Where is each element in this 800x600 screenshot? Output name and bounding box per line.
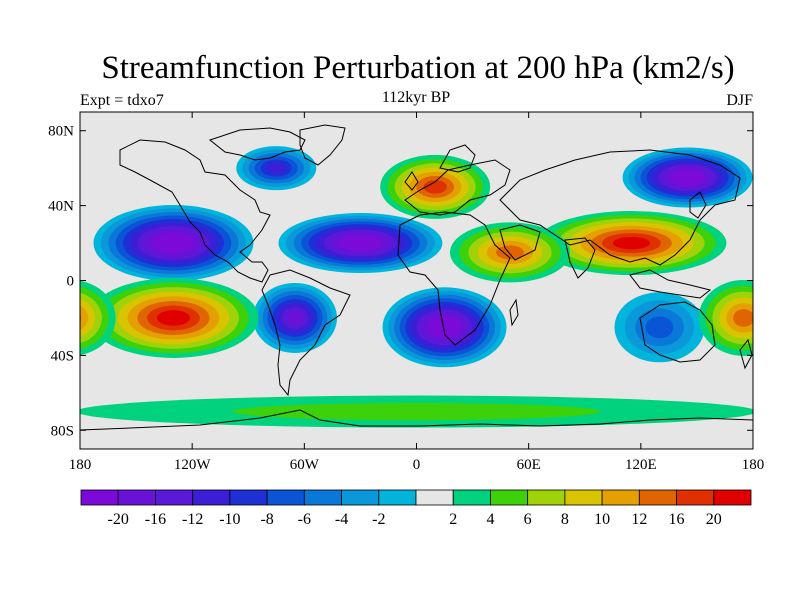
coastline-scandinavia (439, 144, 476, 173)
contour-band (286, 311, 304, 325)
lon-tick-label: 120W (174, 457, 212, 473)
latitude-axis: 80N 40N 0 40S 80S (48, 124, 753, 439)
contour-band (495, 245, 524, 260)
contour-band (266, 163, 286, 174)
lat-tick-label: 40S (51, 348, 74, 364)
contour-band-wrap (80, 305, 89, 331)
lat-tick-label: 0 (67, 274, 75, 290)
coastline-asia (499, 149, 741, 266)
contour-band (612, 236, 651, 250)
colorbar-swatch (676, 489, 715, 506)
colorbar-label: -16 (145, 511, 166, 528)
colorbar-label: -8 (260, 511, 273, 528)
coastline-madagascar (509, 298, 519, 327)
coastline-japan (689, 191, 707, 219)
colorbar-swatch (452, 489, 491, 506)
lon-tick-label: 0 (413, 457, 421, 473)
colorbar-swatch (378, 489, 417, 506)
contour-band (159, 236, 188, 250)
colorbar-label: -4 (335, 511, 348, 528)
colorbar-swatch (415, 489, 454, 506)
colorbar-swatch (341, 489, 380, 506)
lat-tick-label: 40N (48, 199, 74, 215)
colorbar-label: -20 (108, 511, 129, 528)
contour-band (423, 180, 447, 194)
colorbar-label: 2 (449, 511, 457, 528)
lon-tick-label: 60W (290, 457, 320, 473)
colorbar-swatch (266, 489, 305, 506)
colorbar-label: -6 (298, 511, 311, 528)
contour-band (645, 316, 674, 339)
contour-feature (278, 213, 443, 274)
contour-feature (382, 287, 507, 368)
colorbar-label: 6 (524, 511, 532, 528)
lat-tick-label: 80S (51, 423, 74, 439)
colorbar-label: 16 (669, 511, 685, 528)
colorbar-swatch (80, 489, 119, 506)
coastline-arctic-canada (208, 127, 306, 161)
contour-band (733, 309, 753, 327)
colorbar-swatch (303, 489, 342, 506)
contour-feature (449, 222, 570, 283)
colorbar-label: -10 (219, 511, 240, 528)
coastline-africa (397, 211, 511, 346)
colorbar-swatch (601, 489, 640, 506)
coastline-greenland (299, 124, 346, 166)
contour-feature (93, 205, 254, 282)
contour-feature (622, 147, 753, 208)
longitude-axis: 180 120W 60W 0 60E 120E 180 (69, 112, 765, 473)
period-label: 112kyr BP (381, 89, 451, 106)
chart-title: Streamfunction Perturbation at 200 hPa (… (101, 50, 735, 86)
lon-tick-label: 120E (625, 457, 657, 473)
colorbar-label: -2 (372, 511, 385, 528)
contour-band-wrap (749, 409, 753, 414)
coastline-south-america (261, 269, 351, 397)
lon-tick-label: 180 (69, 457, 92, 473)
colorbar-swatch (638, 489, 677, 506)
coastline-antarctica (80, 409, 753, 431)
colorbar-swatch (713, 489, 752, 506)
colorbar-swatch (192, 489, 231, 506)
contour-band (156, 310, 191, 326)
colorbar-label: 10 (594, 511, 610, 528)
colorbar-label: -12 (182, 511, 203, 528)
coastline-layer (80, 124, 753, 431)
contour-band (232, 402, 601, 421)
contour-band (676, 172, 699, 183)
colorbar-label: 4 (486, 511, 494, 528)
colorbar-swatch (155, 489, 194, 506)
coastline-australia (639, 301, 716, 363)
contour-feature (88, 277, 259, 358)
colorbar-label: 12 (631, 511, 647, 528)
lon-tick-label: 60E (517, 457, 541, 473)
coastline-north-america (119, 139, 271, 283)
contour-feature (236, 146, 317, 191)
contour-feature (614, 292, 705, 363)
contour-band-wrap (80, 313, 82, 322)
contour-feature (252, 282, 337, 353)
contour-band (433, 320, 456, 335)
colorbar-swatch (490, 489, 529, 506)
colorbar-label: 8 (561, 511, 569, 528)
season-label: DJF (726, 92, 753, 109)
coastline-indonesia (629, 269, 712, 299)
coastline-europe (404, 159, 511, 216)
colorbar-swatch (229, 489, 268, 506)
colorbar-swatch (527, 489, 566, 506)
experiment-label: Expt = tdxo7 (80, 92, 164, 109)
coastline-arabia (499, 224, 541, 261)
colorbar: -20 -16 -12 -10 -8 -6 -4 -2 2 4 6 8 10 12 16 20 (80, 489, 752, 528)
coastline-india (564, 237, 596, 279)
contour-feature (80, 279, 753, 356)
colorbar-swatch (117, 489, 156, 506)
lat-tick-label: 80N (48, 124, 74, 140)
colorbar-label: 20 (706, 511, 722, 528)
contour-band (346, 237, 375, 249)
lon-tick-label: 180 (742, 457, 765, 473)
colorbar-swatch (564, 489, 603, 506)
coastline-british-isles (404, 171, 419, 191)
